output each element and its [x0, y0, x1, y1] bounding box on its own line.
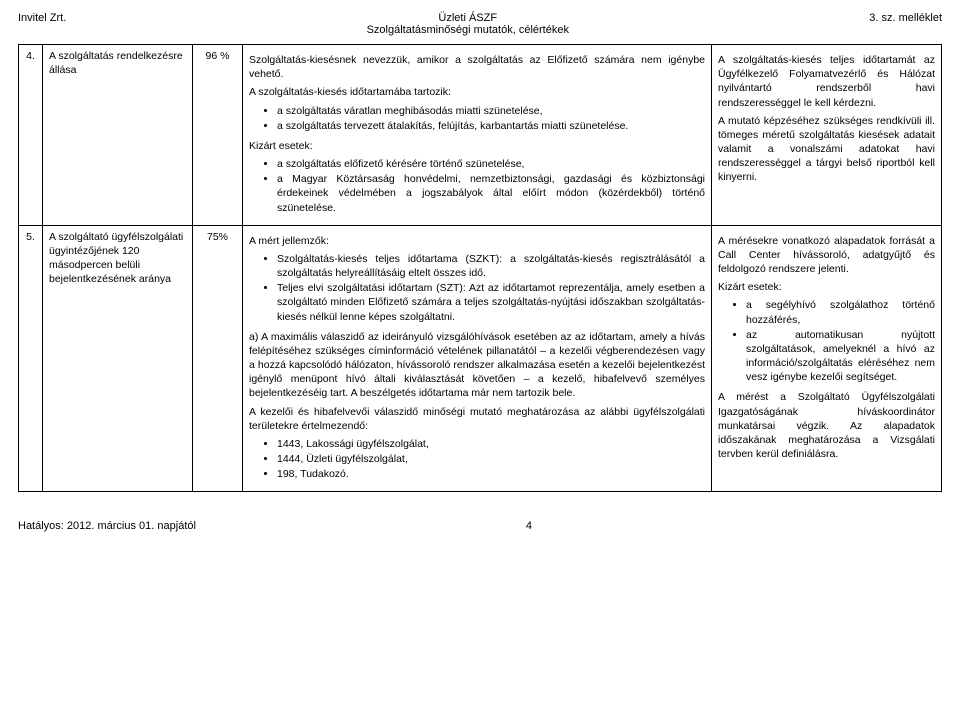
row-right: A szolgáltatás-kiesés teljes időtartamát… [712, 45, 942, 226]
page-header: Invitel Zrt. Üzleti ÁSZF Szolgáltatásmin… [18, 12, 942, 36]
row-number: 5. [19, 225, 43, 492]
desc-p2: A szolgáltatás-kiesés időtartamába tarto… [249, 85, 705, 99]
list-item: 198, Tudakozó. [277, 467, 705, 481]
right-p1: A szolgáltatás-kiesés teljes időtartamát… [718, 53, 935, 110]
list-item: a Magyar Köztársaság honvédelmi, nemzetb… [277, 172, 705, 215]
desc-list-1: a szolgáltatás váratlan meghibásodás mia… [249, 104, 705, 133]
desc-p1: A mért jellemzők: [249, 234, 705, 248]
desc-intro: Szolgáltatás-kiesésnek nevezzük, amikor … [249, 53, 705, 81]
main-table: 4. A szolgáltatás rendelkezésre állása 9… [18, 44, 942, 492]
row-number: 4. [19, 45, 43, 226]
footer-spacer [862, 520, 942, 532]
list-item: 1444, Üzleti ügyfélszolgálat, [277, 452, 705, 466]
row-pct: 75% [193, 225, 243, 492]
right-list: a segélyhívó szolgálathoz történő hozzáf… [718, 298, 935, 384]
row-desc: Szolgáltatás-kiesésnek nevezzük, amikor … [243, 45, 712, 226]
right-p2: A mutató képzéséhez szükséges rendkívüli… [718, 114, 935, 185]
desc-p3: A kezelői és hibafelvevői válaszidő minő… [249, 405, 705, 433]
list-item: az automatikusan nyújtott szolgáltatások… [746, 328, 935, 385]
header-center-line1: Üzleti ÁSZF [66, 12, 869, 24]
desc-list-1: Szolgáltatás-kiesés teljes időtartama (S… [249, 252, 705, 324]
list-item: Szolgáltatás-kiesés teljes időtartama (S… [277, 252, 705, 280]
desc-list-2: a szolgáltatás előfizető kérésére történ… [249, 157, 705, 215]
row-desc: A mért jellemzők: Szolgáltatás-kiesés te… [243, 225, 712, 492]
list-item: a segélyhívó szolgálathoz történő hozzáf… [746, 298, 935, 326]
list-item: Teljes elvi szolgáltatási időtartam (SZT… [277, 281, 705, 324]
desc-list-2: 1443, Lakossági ügyfélszolgálat, 1444, Ü… [249, 437, 705, 482]
row-name: A szolgáltató ügyfélszolgálati ügyintéző… [43, 225, 193, 492]
desc-p2: a) A maximális válaszidő az ideirányuló … [249, 330, 705, 401]
header-left: Invitel Zrt. [18, 12, 66, 36]
right-p2: Kizárt esetek: [718, 280, 935, 294]
list-item: 1443, Lakossági ügyfélszolgálat, [277, 437, 705, 451]
right-p1: A mérésekre vonatkozó alapadatok forrásá… [718, 234, 935, 277]
desc-p3: Kizárt esetek: [249, 139, 705, 153]
row-name: A szolgáltatás rendelkezésre állása [43, 45, 193, 226]
page-footer: Hatályos: 2012. március 01. napjától 4 [18, 520, 942, 532]
header-center-line2: Szolgáltatásminőségi mutatók, célértékek [66, 24, 869, 36]
footer-left: Hatályos: 2012. március 01. napjától [18, 520, 196, 532]
header-right: 3. sz. melléklet [869, 12, 942, 36]
row-pct: 96 % [193, 45, 243, 226]
row-right: A mérésekre vonatkozó alapadatok forrásá… [712, 225, 942, 492]
table-row: 4. A szolgáltatás rendelkezésre állása 9… [19, 45, 942, 226]
right-p3: A mérést a Szolgáltató Ügyfélszolgálati … [718, 390, 935, 461]
footer-page: 4 [526, 520, 532, 532]
list-item: a szolgáltatás váratlan meghibásodás mia… [277, 104, 705, 118]
table-row: 5. A szolgáltató ügyfélszolgálati ügyint… [19, 225, 942, 492]
list-item: a szolgáltatás tervezett átalakítás, fel… [277, 119, 705, 133]
header-center: Üzleti ÁSZF Szolgáltatásminőségi mutatók… [66, 12, 869, 36]
list-item: a szolgáltatás előfizető kérésére történ… [277, 157, 705, 171]
